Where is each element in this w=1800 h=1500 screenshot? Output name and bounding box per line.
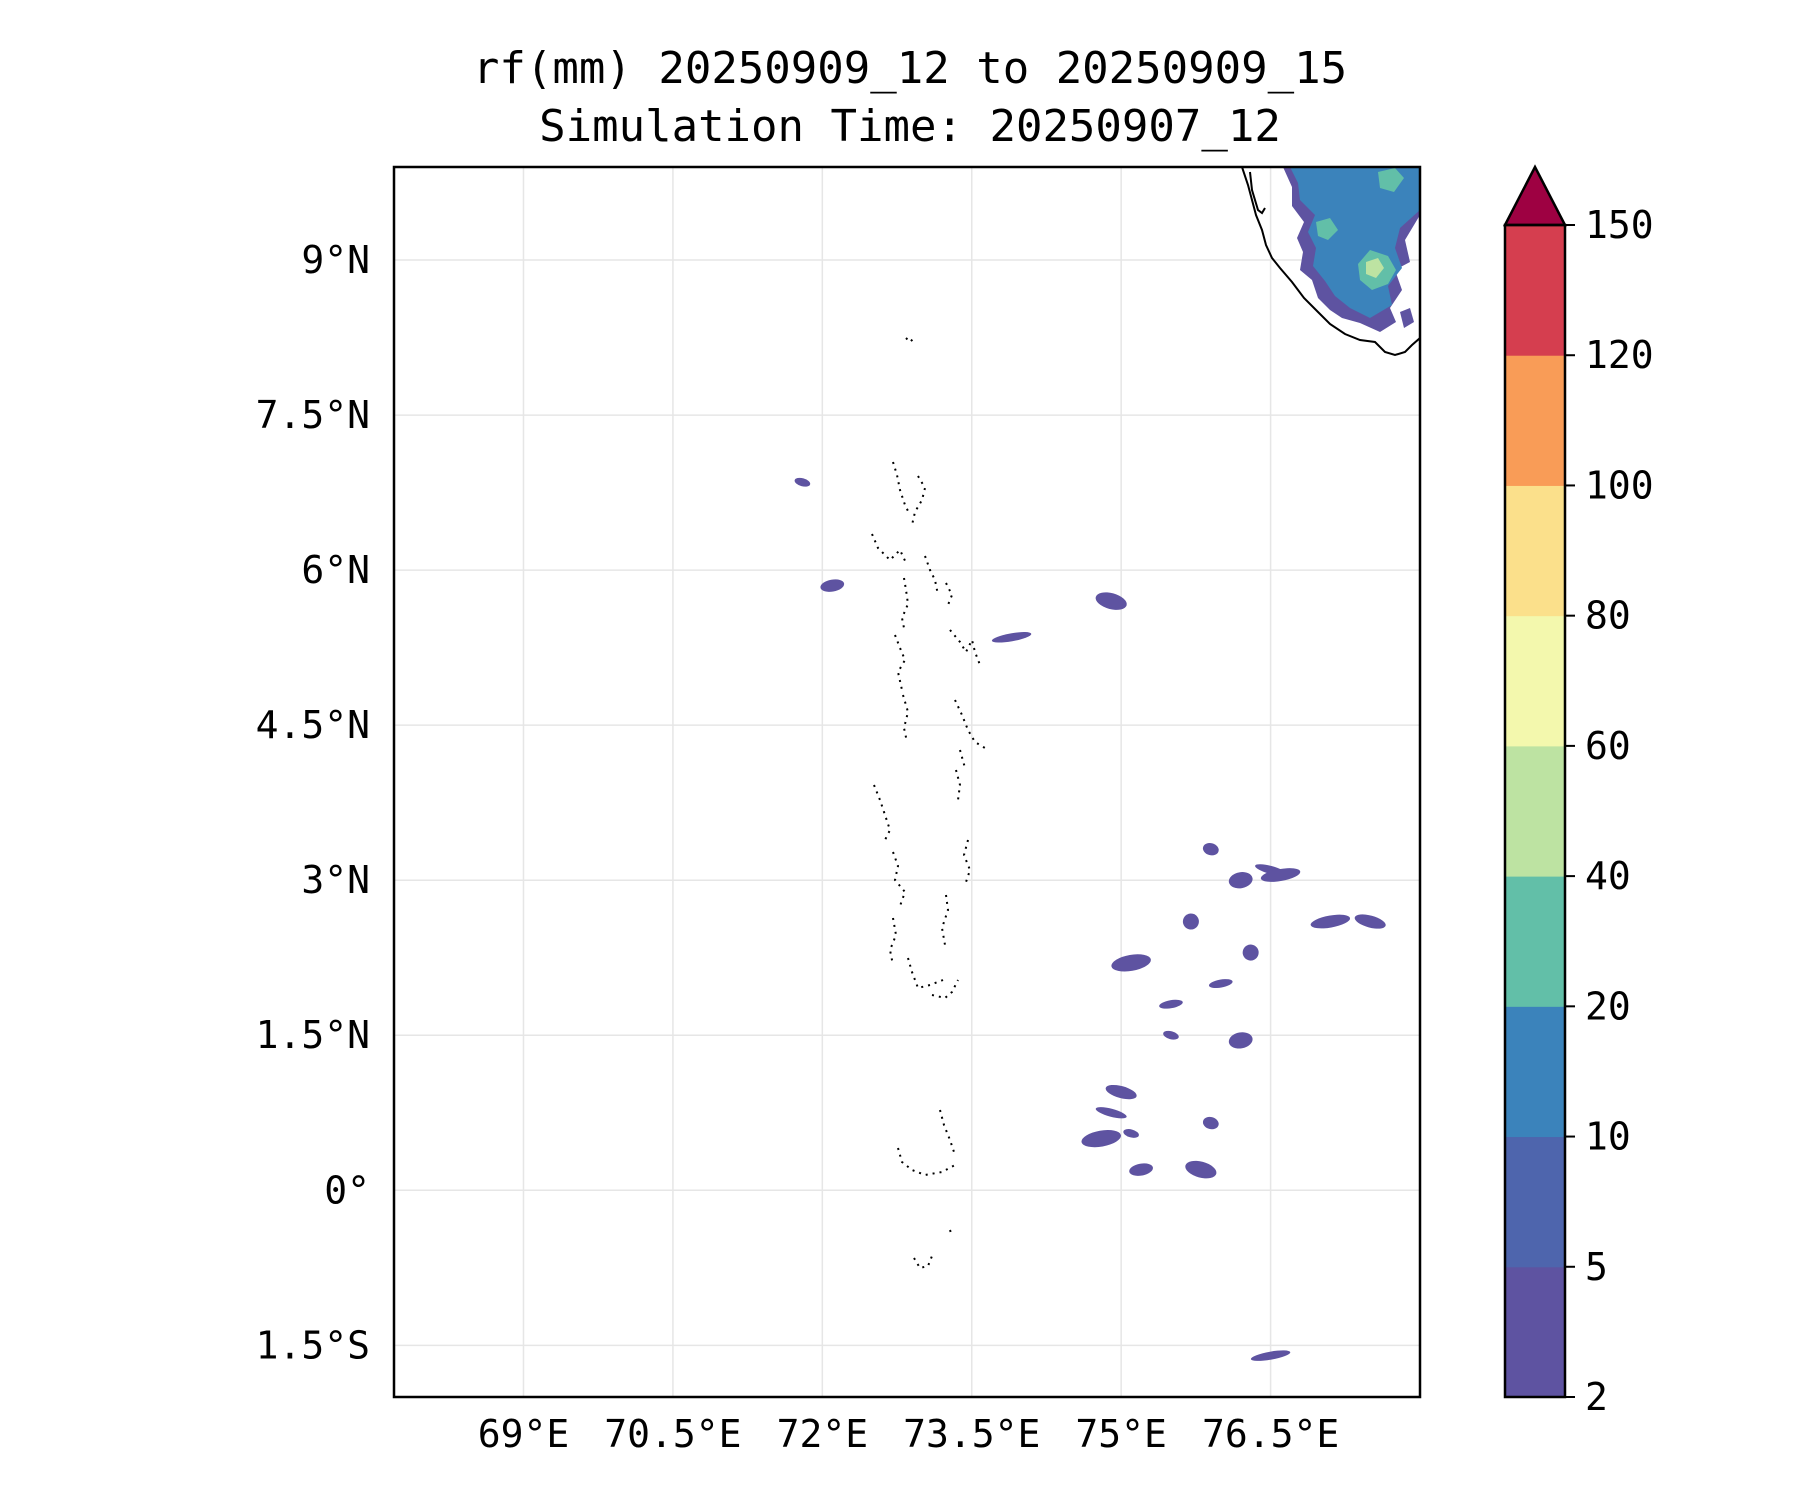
atoll-ari: [902, 694, 910, 743]
atoll-lhaviyani: [900, 577, 910, 629]
rain-cell: [1208, 979, 1233, 989]
colorbar-block: [1505, 1006, 1565, 1138]
atoll-dhaalu: [892, 851, 907, 907]
rain-cell: [1185, 1160, 1217, 1179]
latitude-labels: 9°N 7.5°N 6°N 4.5°N 3°N 1.5°N 0° 1.5°S: [256, 238, 370, 1367]
colorbar-label: 40: [1585, 854, 1631, 898]
colorbar-block: [1505, 1136, 1565, 1268]
map-subtitle: Simulation Time: 20250907_12: [539, 101, 1281, 152]
rain-cell: [1095, 1107, 1127, 1119]
atoll-gaafu-alif: [939, 1109, 956, 1156]
rain-cell: [1260, 868, 1301, 882]
lon-tick-label: 69°E: [478, 1412, 570, 1456]
colorbar-label: 10: [1585, 1115, 1631, 1159]
colorbar-label: 150: [1585, 203, 1654, 247]
lon-tick-label: 70.5°E: [604, 1412, 741, 1456]
island-minicoy: [905, 337, 915, 344]
colorbar-block: [1505, 225, 1565, 356]
colorbar-label: 20: [1585, 984, 1631, 1028]
lat-tick-label: 3°N: [301, 858, 370, 902]
colorbar-block: [1505, 745, 1565, 877]
atoll-fuvahmulah: [949, 1229, 953, 1237]
map-frame: [392, 165, 1422, 1399]
lon-tick-label: 75°E: [1075, 1412, 1167, 1456]
atoll-south-male: [959, 749, 966, 769]
atoll-ihavandhippolhu: [892, 461, 911, 516]
colorbar-label: 120: [1585, 333, 1654, 377]
atoll-meemu: [962, 839, 972, 886]
lat-tick-label: 0°: [324, 1168, 370, 1212]
rain-cell: [1228, 872, 1253, 889]
atoll-laamu: [940, 894, 950, 946]
rain-cell: [1081, 1129, 1121, 1148]
lat-tick-label: 1.5°S: [256, 1323, 370, 1367]
colorbar-block: [1505, 1266, 1565, 1398]
lon-tick-label: 72°E: [777, 1412, 869, 1456]
colorbar-block: [1505, 615, 1565, 747]
rain-region-heavy-2: [1316, 218, 1338, 240]
colorbar: 2 5 10 20 40 60 80 100 120 150: [1502, 164, 1654, 1419]
rain-cell: [1182, 913, 1199, 930]
colorbar-label: 60: [1585, 724, 1631, 768]
colorbar-blocks: [1505, 225, 1565, 1398]
rain-cells: [794, 477, 1386, 1361]
colorbar-label: 100: [1585, 463, 1654, 507]
rain-region-heavy-3: [1378, 168, 1404, 192]
rain-cell: [1242, 944, 1259, 961]
lat-tick-label: 1.5°N: [256, 1013, 370, 1057]
atoll-faafu: [955, 769, 962, 801]
rain-cell: [794, 477, 811, 487]
rain-cell: [1095, 592, 1127, 610]
rain-region-light-east: [1400, 308, 1414, 328]
india-coastline: [1241, 167, 1420, 357]
lagoon-outline: [1249, 171, 1266, 215]
lat-tick-label: 9°N: [301, 238, 370, 282]
atoll-huvadhu: [931, 979, 959, 1000]
rain-cell: [1228, 1032, 1253, 1049]
maldives-islands: [871, 337, 986, 1270]
heavy-rain-region: [1283, 167, 1420, 332]
rain-cell: [1111, 954, 1151, 972]
lat-tick-label: 7.5°N: [256, 393, 370, 437]
map-area: [394, 167, 1420, 1397]
lat-tick-label: 6°N: [301, 548, 370, 592]
rain-cell: [1105, 1084, 1137, 1100]
colorbar-block: [1505, 876, 1565, 1007]
colorbar-label: 80: [1585, 594, 1631, 638]
rain-cell: [1129, 1163, 1153, 1176]
atoll-thaa: [888, 917, 898, 966]
colorbar-frame: [1503, 223, 1567, 1399]
rain-region-peak: [1366, 258, 1384, 278]
colorbar-label: 5: [1585, 1245, 1608, 1289]
rain-cell: [1202, 1116, 1219, 1130]
lon-tick-label: 76.5°E: [1202, 1412, 1339, 1456]
rain-cell: [1250, 1350, 1291, 1361]
longitude-labels: 69°E 70.5°E 72°E 73.5°E 75°E 76.5°E: [478, 1412, 1339, 1456]
map-title: rf(mm) 20250909_12 to 20250909_15: [472, 43, 1348, 94]
atoll-addu: [913, 1255, 933, 1270]
colorbar-labels: 2 5 10 20 40 60 80 100 120 150: [1565, 203, 1654, 1419]
rain-cell: [1163, 1030, 1179, 1040]
atoll-noonu: [924, 555, 939, 596]
rain-cell: [991, 632, 1032, 643]
rain-cell: [1123, 1129, 1139, 1138]
colorbar-extend-arrow: [1502, 164, 1568, 227]
lon-tick-label: 73.5°E: [903, 1412, 1040, 1456]
atoll-north-male: [954, 699, 986, 749]
lat-tick-label: 4.5°N: [256, 703, 370, 747]
rain-cell: [1354, 914, 1386, 929]
gridlines: [394, 167, 1420, 1397]
rain-cell: [820, 579, 845, 592]
colorbar-block: [1505, 485, 1565, 617]
rain-cell: [1159, 999, 1183, 1009]
colorbar-block: [1505, 355, 1565, 486]
colorbar-label: 2: [1585, 1375, 1608, 1419]
rain-cell: [1310, 914, 1351, 929]
rain-cell: [1202, 843, 1219, 856]
